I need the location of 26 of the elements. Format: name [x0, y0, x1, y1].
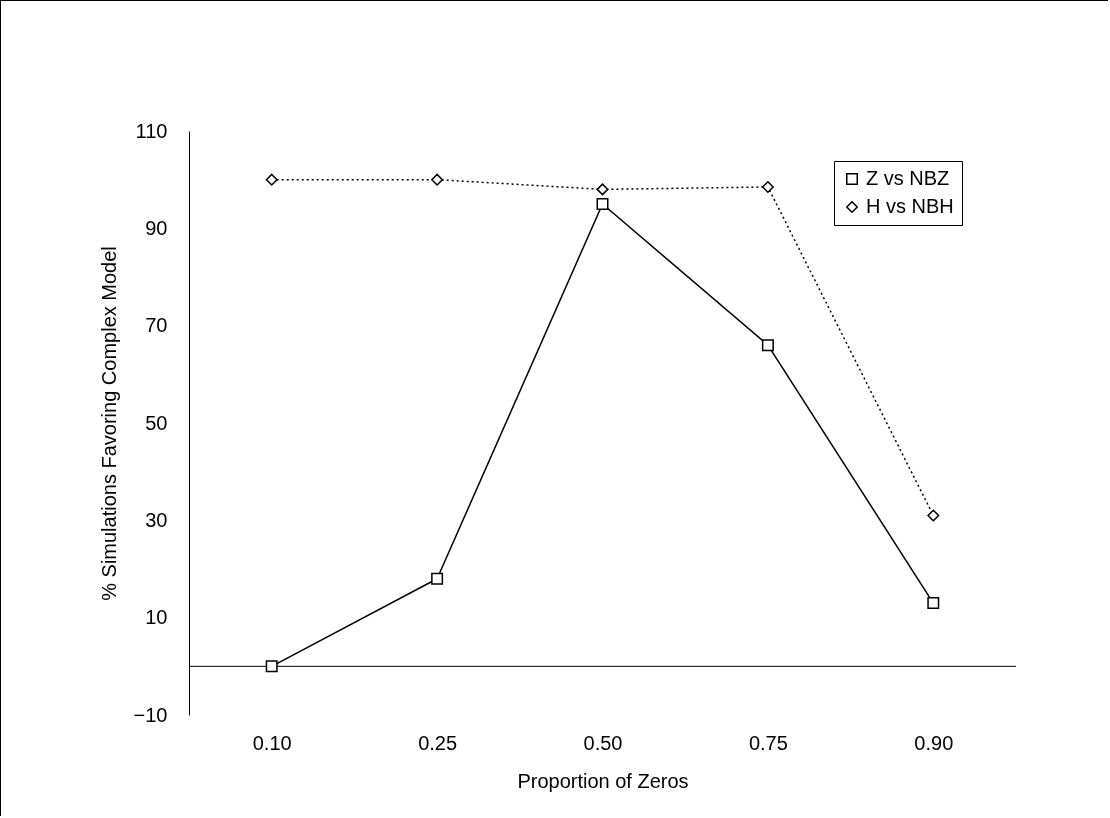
y-tick-label: 90	[145, 216, 168, 239]
point	[761, 180, 774, 193]
x-tick-label: 0.25	[418, 731, 458, 754]
point	[265, 173, 278, 186]
point	[927, 509, 940, 522]
legend-label: H vs NBH	[866, 195, 954, 217]
x-tick-label: 0.90	[914, 731, 954, 754]
y-axis-title: % Simulations Favoring Complex Model	[97, 246, 120, 601]
legend-label: Z vs NBZ	[866, 167, 950, 189]
point	[761, 339, 774, 352]
point	[927, 597, 940, 610]
y-tick-label: −10	[133, 703, 168, 726]
y-tick-label: 10	[145, 606, 168, 629]
x-tick-label: 0.50	[583, 731, 623, 754]
point	[431, 173, 444, 186]
point	[265, 660, 278, 673]
y-tick-label: 70	[145, 314, 168, 337]
point	[596, 183, 609, 196]
y-tick-label: 50	[145, 411, 168, 434]
y-tick-label: 110	[135, 119, 168, 142]
point	[431, 572, 444, 585]
x-axis-title: Proportion of Zeros	[517, 769, 689, 792]
x-tick-label: 0.75	[748, 731, 788, 754]
point	[596, 198, 609, 210]
x-tick-label: 0.10	[252, 731, 292, 754]
y-tick-label: 30	[145, 508, 168, 531]
